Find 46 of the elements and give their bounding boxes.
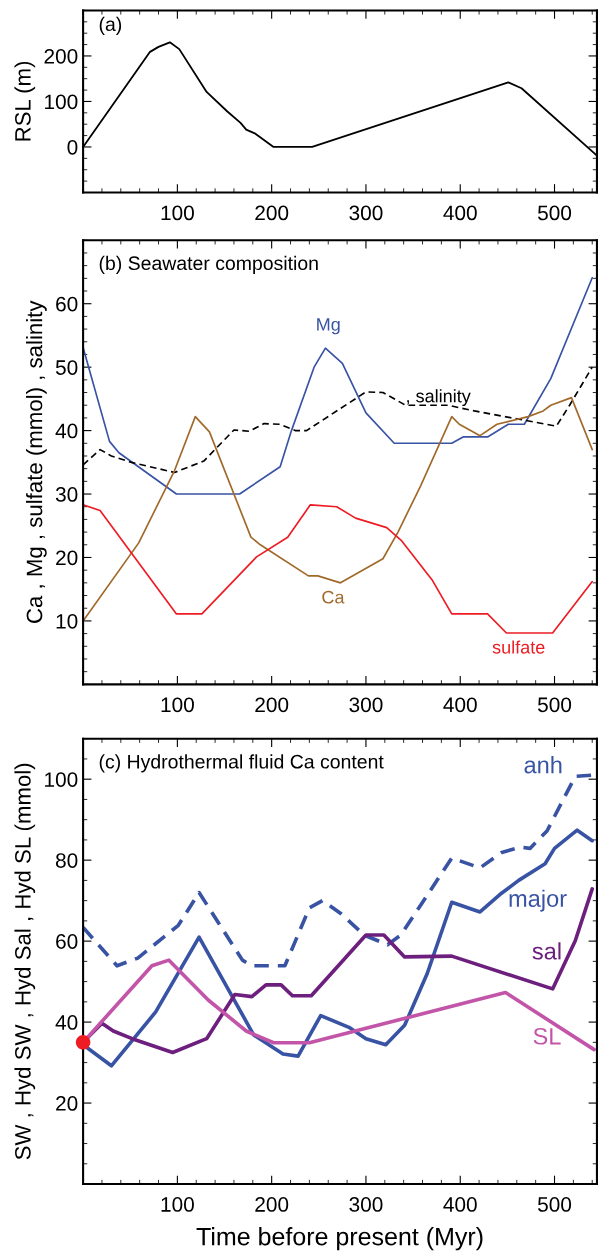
series-label: sal xyxy=(532,942,561,960)
x-tick-label: 500 xyxy=(537,1197,572,1212)
x-tick-label: 100 xyxy=(161,1197,194,1212)
line-series xyxy=(82,503,594,634)
series-label: Mg xyxy=(317,318,340,335)
y-tick-label: 60 xyxy=(56,934,78,949)
y-axis-title: SW , Hyd SW , Hyd Sal , Hyd SL (mmol) xyxy=(14,763,36,1160)
line-series xyxy=(82,276,594,495)
y-tick-label: 40 xyxy=(55,423,78,439)
y-tick-label: 0 xyxy=(67,139,78,155)
y-tick-label: 100 xyxy=(45,772,78,787)
x-tick-label: 400 xyxy=(443,1197,477,1212)
x-tick-label: 200 xyxy=(255,1197,289,1212)
x-tick-label: 500 xyxy=(537,697,572,713)
y-tick-label: 30 xyxy=(55,487,78,502)
x-tick-label: 500 xyxy=(537,205,572,221)
series-label: , salinity xyxy=(407,389,471,407)
x-tick-label: 200 xyxy=(255,697,289,713)
chart-title: (a) xyxy=(99,16,122,35)
x-tick-label: 300 xyxy=(349,205,383,221)
y-tick-label: 20 xyxy=(56,1096,78,1111)
y-tick-label: 10 xyxy=(56,613,78,629)
y-tick-label: 200 xyxy=(44,48,78,64)
x-tick-label: 300 xyxy=(349,697,383,713)
y-tick-label: 20 xyxy=(56,550,78,566)
x-tick-label: 400 xyxy=(443,697,477,713)
x-tick-label: 100 xyxy=(161,697,194,713)
x-tick-label: 200 xyxy=(255,205,289,221)
y-tick-label: 50 xyxy=(55,360,78,375)
text: (b) Seawater composition xyxy=(99,255,318,274)
series-label: SL xyxy=(533,1027,561,1045)
x-tick-label: 100 xyxy=(161,205,194,221)
text: (c) Hydrothermal fluid Ca content xyxy=(99,754,384,773)
series-label: major xyxy=(509,889,567,912)
series-label: sulfate xyxy=(492,640,545,654)
y-tick-label: 60 xyxy=(56,296,78,312)
y-tick-label: 100 xyxy=(45,94,78,110)
y-axis-title: RSL (m) xyxy=(14,61,36,141)
x-tick-label: 400 xyxy=(443,205,477,221)
y-tick-label: 40 xyxy=(55,1015,78,1030)
series-label: Ca xyxy=(322,590,345,604)
y-axis-title: Ca , Mg , sulfate (mmol) , salinity xyxy=(26,300,47,623)
x-axis-title: Time before present (Myr) xyxy=(196,1227,483,1251)
x-tick-label: 300 xyxy=(349,1197,383,1212)
series-label: anh xyxy=(524,756,562,774)
y-tick-label: 80 xyxy=(55,853,78,868)
